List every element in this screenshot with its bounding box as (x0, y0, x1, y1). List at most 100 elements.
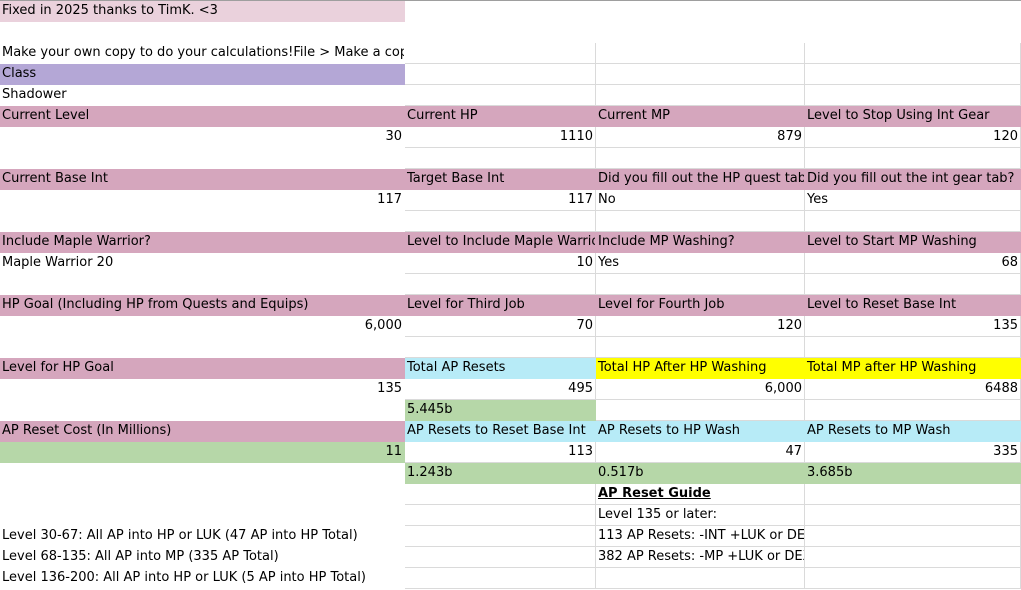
cell-a1[interactable]: Fixed in 2025 thanks to TimK. <3 (0, 1, 405, 22)
cell-b1[interactable] (405, 1, 596, 22)
cell-c23[interactable]: 0.517b (596, 463, 805, 484)
cell-c3[interactable] (596, 43, 805, 64)
cell-b22[interactable]: 113 (405, 442, 596, 463)
cell-c16[interactable]: 120 (596, 316, 805, 337)
cell-a9[interactable]: Current Base Int (0, 169, 405, 190)
cell-b6[interactable]: Current HP (405, 106, 596, 127)
cell-a18[interactable]: Level for HP Goal (0, 358, 405, 379)
cell-b27[interactable] (405, 547, 596, 568)
cell-d11[interactable] (805, 211, 1021, 232)
cell-d24[interactable] (805, 484, 1021, 505)
cell-a25[interactable] (0, 505, 405, 526)
cell-c24[interactable]: AP Reset Guide (596, 484, 805, 505)
cell-d4[interactable] (805, 64, 1021, 85)
cell-b21[interactable]: AP Resets to Reset Base Int (405, 421, 596, 442)
cell-a13[interactable]: Maple Warrior 20 (2, 255, 114, 270)
cell-d5[interactable] (805, 85, 1021, 106)
cell-a14[interactable] (0, 274, 405, 295)
cell-c5[interactable] (596, 85, 805, 106)
cell-a6[interactable]: Current Level (0, 106, 405, 127)
cell-a7[interactable]: 30 (385, 129, 402, 144)
cell-d6[interactable]: Level to Stop Using Int Gear (805, 106, 1021, 127)
cell-d27[interactable] (805, 547, 1021, 568)
cell-a23[interactable] (0, 463, 405, 484)
cell-b17[interactable] (405, 337, 596, 358)
cell-b9[interactable]: Target Base Int (405, 169, 596, 190)
cell-b11[interactable] (405, 211, 596, 232)
cell-b24[interactable] (405, 484, 596, 505)
cell-c6[interactable]: Current MP (596, 106, 805, 127)
cell-b23[interactable]: 1.243b (405, 463, 596, 484)
cell-b28[interactable] (405, 568, 596, 589)
cell-a11[interactable] (0, 211, 405, 232)
cell-d22[interactable]: 335 (805, 442, 1021, 463)
cell-c4[interactable] (596, 64, 805, 85)
cell-c1[interactable] (596, 1, 805, 22)
cell-d18[interactable]: Total MP after HP Washing (805, 358, 1021, 379)
cell-d20[interactable] (805, 400, 1021, 421)
cell-c27[interactable]: 382 AP Resets: -MP +LUK or DEX (596, 547, 805, 568)
cell-b8[interactable] (405, 148, 596, 169)
cell-b5[interactable] (405, 85, 596, 106)
cell-a3[interactable]: Make your own copy to do your calculatio… (2, 45, 405, 60)
cell-d8[interactable] (805, 148, 1021, 169)
cell-a5[interactable]: Shadower (2, 87, 67, 102)
cell-c15[interactable]: Level for Fourth Job (596, 295, 805, 316)
cell-c11[interactable] (596, 211, 805, 232)
cell-a27[interactable]: Level 68-135: All AP into MP (335 AP Tot… (2, 549, 279, 564)
cell-c22[interactable]: 47 (596, 442, 805, 463)
cell-a2[interactable] (0, 22, 405, 43)
cell-c14[interactable] (596, 274, 805, 295)
cell-d7[interactable]: 120 (805, 127, 1021, 148)
cell-b19[interactable]: 495 (405, 379, 596, 400)
cell-c8[interactable] (596, 148, 805, 169)
cell-d25[interactable] (805, 505, 1021, 526)
cell-b25[interactable] (405, 505, 596, 526)
cell-b18[interactable]: Total AP Resets (405, 358, 596, 379)
cell-b3[interactable] (405, 43, 596, 64)
cell-a26[interactable]: Level 30-67: All AP into HP or LUK (47 A… (2, 528, 358, 543)
cell-a22[interactable]: 11 (0, 442, 405, 463)
cell-a20[interactable] (0, 400, 405, 421)
cell-c10[interactable]: No (596, 190, 805, 211)
cell-a15[interactable]: HP Goal (Including HP from Quests and Eq… (0, 295, 405, 316)
cell-c13[interactable]: Yes (596, 253, 805, 274)
cell-c18[interactable]: Total HP After HP Washing (596, 358, 805, 379)
cell-a8[interactable] (0, 148, 405, 169)
cell-d28[interactable] (805, 568, 1021, 589)
cell-d1[interactable] (805, 1, 1021, 22)
cell-c19[interactable]: 6,000 (596, 379, 805, 400)
cell-b13[interactable]: 10 (405, 253, 596, 274)
cell-a16[interactable]: 6,000 (364, 318, 402, 333)
cell-a17[interactable] (0, 337, 405, 358)
cell-c12[interactable]: Include MP Washing? (596, 232, 805, 253)
cell-a24[interactable] (0, 484, 405, 505)
cell-a4[interactable]: Class (0, 64, 405, 85)
cell-c20[interactable] (596, 400, 805, 421)
cell-c9[interactable]: Did you fill out the HP quest tab? (596, 169, 805, 190)
cell-a21[interactable]: AP Reset Cost (In Millions) (0, 421, 405, 442)
cell-a28[interactable]: Level 136-200: All AP into HP or LUK (5 … (2, 570, 366, 585)
cell-b16[interactable]: 70 (405, 316, 596, 337)
cell-d17[interactable] (805, 337, 1021, 358)
cell-b26[interactable] (405, 526, 596, 547)
cell-d9[interactable]: Did you fill out the int gear tab? (805, 169, 1021, 190)
cell-c2[interactable] (596, 22, 805, 43)
cell-d10[interactable]: Yes (805, 190, 1021, 211)
cell-c28[interactable] (596, 568, 805, 589)
cell-b20[interactable]: 5.445b (405, 400, 596, 421)
cell-d19[interactable]: 6488 (805, 379, 1021, 400)
cell-a19[interactable]: 135 (377, 381, 402, 396)
cell-b14[interactable] (405, 274, 596, 295)
cell-d23[interactable]: 3.685b (805, 463, 1021, 484)
cell-b4[interactable] (405, 64, 596, 85)
cell-c21[interactable]: AP Resets to HP Wash (596, 421, 805, 442)
cell-d21[interactable]: AP Resets to MP Wash (805, 421, 1021, 442)
cell-d26[interactable] (805, 526, 1021, 547)
cell-b15[interactable]: Level for Third Job (405, 295, 596, 316)
cell-d12[interactable]: Level to Start MP Washing (805, 232, 1021, 253)
cell-d3[interactable] (805, 43, 1021, 64)
cell-d16[interactable]: 135 (805, 316, 1021, 337)
cell-b7[interactable]: 1110 (405, 127, 596, 148)
cell-a12[interactable]: Include Maple Warrior? (0, 232, 405, 253)
